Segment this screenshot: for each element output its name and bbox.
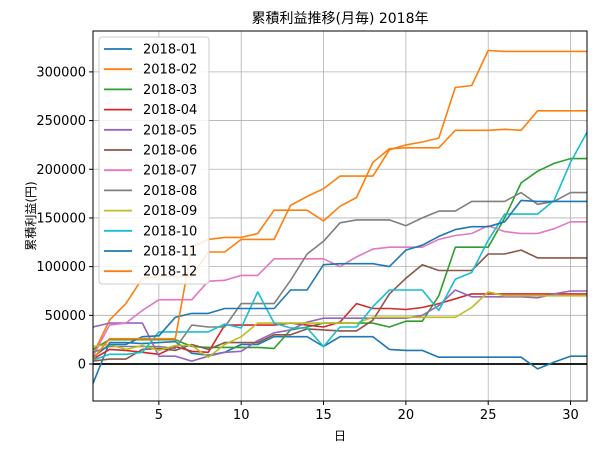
x-tick-label: 5 bbox=[155, 408, 163, 423]
series-line-2018-06 bbox=[93, 249, 587, 362]
x-tick-label: 30 bbox=[562, 408, 579, 423]
legend-entry: 2018-12 bbox=[143, 265, 197, 280]
legend-entry: 2018-07 bbox=[143, 164, 197, 179]
legend-entry: 2018-05 bbox=[143, 123, 197, 138]
x-axis: 5 10 15 20 25 30 bbox=[155, 401, 579, 423]
series-line-2018-11 bbox=[93, 199, 587, 358]
series-line-2018-04 bbox=[93, 293, 587, 360]
series-layer bbox=[93, 49, 587, 384]
series-line-2018-05 bbox=[93, 289, 587, 362]
y-tick-label: 100000 bbox=[36, 260, 86, 275]
legend-entry: 2018-10 bbox=[143, 224, 197, 239]
series-line-2018-07 bbox=[93, 221, 587, 357]
x-tick-label: 25 bbox=[480, 408, 497, 423]
legend-entry: 2018-09 bbox=[143, 204, 197, 219]
legend-entry: 2018-02 bbox=[143, 63, 197, 78]
y-tick-label: 200000 bbox=[36, 163, 86, 178]
legend: 2018-01 2018-02 2018-03 2018-04 2018-05 2018-… bbox=[98, 36, 210, 285]
x-tick-label: 15 bbox=[315, 408, 332, 423]
y-tick-label: 250000 bbox=[36, 114, 86, 129]
legend-box bbox=[98, 36, 210, 285]
x-tick-label: 10 bbox=[233, 408, 250, 423]
y-tick-label: 50000 bbox=[45, 309, 86, 324]
legend-entry: 2018-01 bbox=[143, 43, 197, 58]
series-line-2018-12 bbox=[93, 110, 587, 360]
x-axis-label: 日 bbox=[334, 429, 346, 443]
y-tick-label: 300000 bbox=[36, 65, 86, 80]
plot-area-frame bbox=[92, 30, 588, 402]
y-axis-label: 累積利益(円) bbox=[23, 181, 38, 250]
x-tick-label: 20 bbox=[398, 408, 415, 423]
legend-entry: 2018-04 bbox=[143, 103, 197, 118]
series-line-2018-09 bbox=[93, 291, 587, 359]
series-line-2018-10 bbox=[93, 131, 587, 361]
legend-entry: 2018-11 bbox=[143, 245, 197, 260]
series-line-2018-08 bbox=[93, 191, 587, 354]
y-tick-label: 0 bbox=[78, 358, 86, 373]
legend-entry: 2018-08 bbox=[143, 184, 197, 199]
y-axis: 0 50000 100000 150000 200000 250000 300000 bbox=[36, 65, 93, 373]
y-tick-label: 150000 bbox=[36, 211, 86, 226]
chart-title: 累積利益推移(月毎) 2018年 bbox=[251, 11, 428, 27]
series-line-2018-01 bbox=[93, 335, 587, 384]
legend-entry: 2018-06 bbox=[143, 144, 197, 159]
legend-entry: 2018-03 bbox=[143, 83, 197, 98]
